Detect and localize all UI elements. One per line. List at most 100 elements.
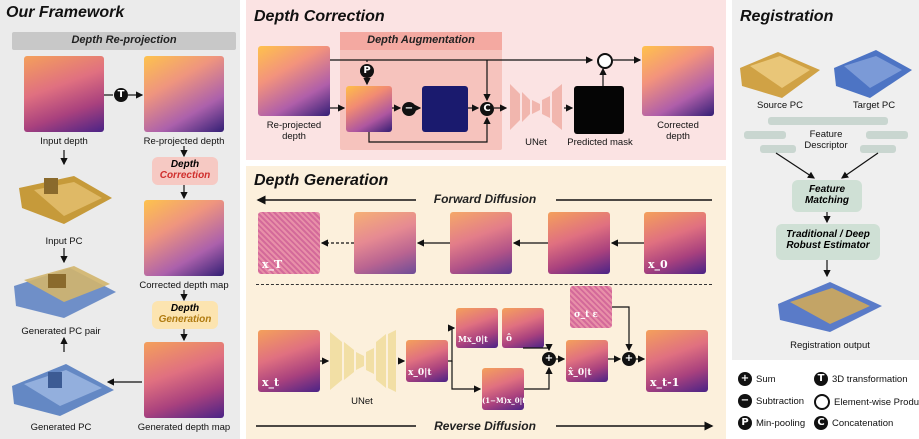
minpool-icon: P (738, 416, 752, 430)
depth-generation-step-line1: Depth (170, 303, 200, 314)
minpool-op: P (360, 64, 374, 78)
generated-depth-map-caption: Generated depth map (137, 422, 231, 433)
estimator-line2: Robust Estimator (786, 240, 870, 251)
obar-label: ô (506, 334, 513, 344)
concatenation-icon: C (814, 416, 828, 430)
forward-diffusion-label: Forward Diffusion (433, 192, 537, 206)
corrected-depth-map-caption: Corrected depth map (139, 280, 229, 291)
input-pc-image (14, 168, 114, 228)
corrected-depth-map-image (144, 200, 224, 276)
registration-title: Registration (740, 8, 834, 25)
inv-mask-label: (1−M)x_0|t (482, 396, 526, 405)
depth-correction-step-line2: Correction (159, 170, 211, 181)
sigma-label: σ_t ε (574, 310, 598, 320)
input-pc-caption: Input PC (45, 236, 83, 247)
generation-unet-caption: UNet (351, 396, 373, 407)
legend-sum-label: Sum (756, 373, 776, 385)
x0t-label: x_0|t (408, 368, 432, 378)
input-depth-caption: Input depth (40, 136, 88, 147)
feature-bar-3 (866, 131, 908, 139)
corrected-depth-caption-1: Corrected (657, 120, 699, 131)
depth-correction-title: Depth Correction (254, 8, 385, 25)
feature-matching-box: Feature Matching (792, 180, 862, 212)
framework-title: Our Framework (6, 4, 125, 21)
correction-unet-caption: UNet (525, 137, 547, 148)
legend-concatenation-label: Concatenation (832, 417, 894, 429)
x0t-image (406, 340, 448, 382)
mx0t-image (456, 308, 498, 348)
correction-input-caption-2: depth (282, 131, 306, 142)
feature-bar-1 (768, 117, 888, 125)
forward-step-3-image (548, 212, 610, 274)
depth-correction-step: Depth Correction (152, 157, 218, 185)
estimator-line1: Traditional / Deep (786, 229, 870, 240)
target-pc-image (832, 46, 914, 100)
feature-bar-5 (860, 145, 896, 153)
generation-sum-op-2: + (622, 352, 636, 366)
forward-step-1-image (354, 212, 416, 274)
generated-pc-caption: Generated PC (30, 422, 92, 433)
xhat-image (566, 340, 608, 382)
xt-1-label: x_t-1 (650, 376, 680, 389)
legend-minpool-label: Min-pooling (756, 417, 806, 429)
subtraction-op: − (402, 102, 416, 116)
legend-product-label: Element-wise Product (834, 396, 919, 408)
legend-transform-label: 3D transformation (832, 373, 908, 385)
legend-transform: T 3D transformation (814, 372, 908, 386)
correction-input-image (258, 46, 330, 116)
xT-label: x_T (262, 258, 283, 271)
generated-pc-pair-image (10, 262, 120, 320)
generated-pc-pair-caption: Generated PC pair (21, 326, 101, 337)
diffusion-divider (256, 284, 712, 285)
xT-image (258, 212, 320, 274)
robust-estimator-box: Traditional / Deep Robust Estimator (776, 224, 880, 260)
sum-icon: + (738, 372, 752, 386)
feature-descriptor-caption-2: Descriptor (804, 140, 848, 151)
feature-bar-2 (744, 131, 786, 139)
registration-output-image (774, 278, 886, 334)
reprojection-header-bar (12, 32, 236, 50)
legend-minpool: P Min-pooling (738, 416, 805, 430)
obar-image (502, 308, 544, 348)
subtraction-icon: − (738, 394, 752, 408)
corrected-depth-caption-2: depth (666, 131, 690, 142)
generation-sum-op-1: + (542, 352, 556, 366)
feature-matching-line1: Feature (808, 184, 846, 195)
product-icon (814, 394, 830, 410)
transform-icon: T (814, 372, 828, 386)
feature-bar-4 (760, 145, 796, 153)
mx0t-label: Mx_0|t (458, 334, 488, 344)
difference-image (422, 86, 468, 132)
correction-unet (508, 80, 564, 134)
sigma-noise-image (570, 286, 612, 328)
x0-label: x_0 (648, 258, 668, 271)
source-pc-caption: Source PC (757, 100, 803, 111)
legend-subtraction-label: Subtraction (756, 395, 805, 407)
depth-generation-title: Depth Generation (254, 172, 389, 189)
source-pc-image (738, 48, 822, 100)
target-pc-caption: Target PC (852, 100, 896, 111)
reverse-diffusion-label: Reverse Diffusion (434, 419, 536, 433)
predicted-mask-image (574, 86, 624, 134)
x0-image (644, 212, 706, 274)
xhat-label: x̂_0|t (568, 368, 592, 378)
depth-generation-step-line2: Generation (158, 314, 212, 325)
augmentation-header: Depth Augmentation (367, 34, 475, 46)
legend-concatenation: C Concatenation (814, 416, 893, 430)
transform-op: T (114, 88, 128, 102)
feature-descriptor-caption-1: Feature (809, 129, 843, 140)
forward-step-2-image (450, 212, 512, 274)
feature-matching-line2: Matching (805, 195, 849, 206)
generated-pc-image (8, 356, 118, 418)
reprojected-depth-image (144, 56, 224, 132)
augmentation-header-bar (340, 32, 502, 50)
concat-op: C (480, 102, 494, 116)
generation-unet (328, 328, 398, 394)
inv-mask-image (482, 368, 524, 410)
legend-subtraction: − Subtraction (738, 394, 804, 408)
depth-generation-step: Depth Generation (152, 301, 218, 329)
xt-label: x_t (262, 376, 280, 389)
correction-input-caption-1: Re-projected (266, 120, 322, 131)
input-depth-image (24, 56, 104, 132)
